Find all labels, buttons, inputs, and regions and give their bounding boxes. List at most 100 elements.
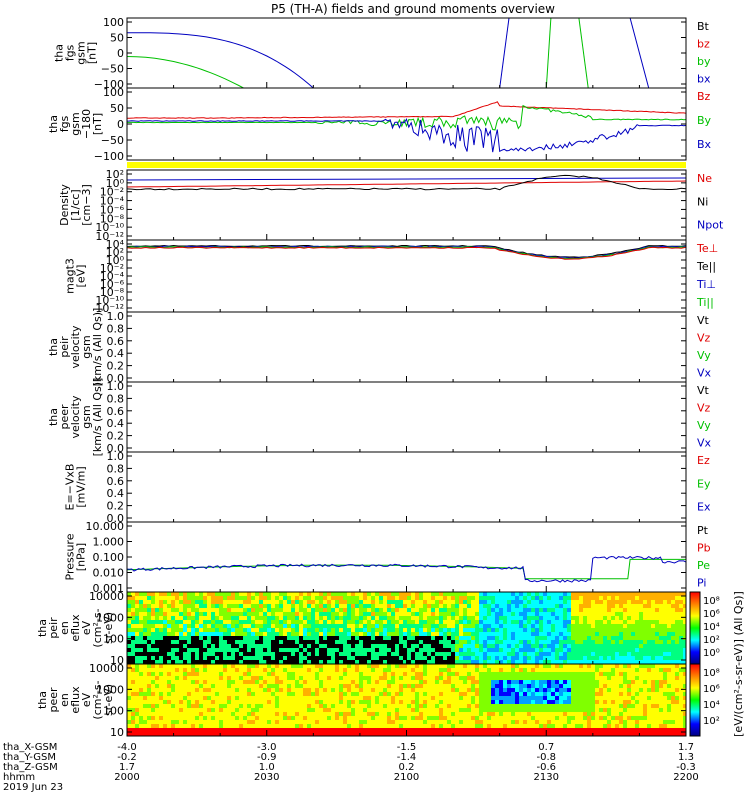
spec-cell [267,708,271,712]
spec-cell [423,652,427,656]
spec-cell [483,676,487,680]
spec-cell [515,656,519,660]
spec-cell [591,672,595,676]
spec-cell [367,640,371,644]
spec-cell [375,652,379,656]
spec-cell [175,604,179,608]
spec-cell [187,640,191,644]
spec-cell [667,660,671,664]
spec-cell [171,616,175,620]
spec-cell [175,592,179,596]
spec-cell [359,728,363,732]
spec-cell [379,668,383,672]
spec-cell [451,636,455,640]
spec-cell [315,608,319,612]
spec-cell [483,604,487,608]
spec-cell [579,632,583,636]
spec-cell [259,616,263,620]
spec-cell [499,716,503,720]
spec-cell [159,636,163,640]
spec-cell [427,692,431,696]
spec-cell [315,596,319,600]
spec-cell [231,648,235,652]
spec-cell [591,624,595,628]
spec-cell [587,728,591,732]
spec-cell [203,652,207,656]
status-bar [127,162,686,168]
spec-cell [359,708,363,712]
spec-cell [127,660,131,664]
spec-cell [171,700,175,704]
legend-ti||: Ti|| [696,296,714,309]
spec-cell [411,628,415,632]
spec-cell [311,696,315,700]
spec-cell [367,700,371,704]
spec-cell [667,592,671,596]
spec-cell [551,624,555,628]
spec-cell [267,732,271,736]
spec-cell [411,632,415,636]
spec-cell [487,596,491,600]
spec-cell [243,596,247,600]
spec-cell [371,592,375,596]
spec-cell [311,684,315,688]
spec-cell [239,732,243,736]
spec-cell [299,608,303,612]
spec-cell [319,608,323,612]
spec-cell [471,688,475,692]
spec-cell [667,652,671,656]
spec-cell [391,688,395,692]
spec-cell [371,604,375,608]
spec-cell [427,704,431,708]
spec-cell [255,632,259,636]
spec-cell [183,720,187,724]
spec-cell [567,704,571,708]
spec-cell [443,700,447,704]
spec-cell [439,608,443,612]
spec-cell [351,640,355,644]
spec-cell [319,612,323,616]
spec-cell [223,668,227,672]
spec-cell [287,732,291,736]
spec-cell [207,692,211,696]
spec-cell [327,704,331,708]
tick-label: 0.4 [107,487,125,500]
spec-cell [575,672,579,676]
spec-cell [255,656,259,660]
spec-cell [203,664,207,668]
spec-cell [415,600,419,604]
spec-cell [539,712,543,716]
spec-cell [431,696,435,700]
spec-cell [171,640,175,644]
spec-cell [271,688,275,692]
spec-cell [579,660,583,664]
spec-cell [671,608,675,612]
spec-cell [503,644,507,648]
spec-cell [367,688,371,692]
spec-cell [503,692,507,696]
spec-cell [383,656,387,660]
spec-cell [283,672,287,676]
spec-cell [387,608,391,612]
spec-cell [287,676,291,680]
spec-cell [591,720,595,724]
spec-cell [679,624,683,628]
spec-cell [139,684,143,688]
spec-cell [279,724,283,728]
spec-cell [255,676,259,680]
spec-cell [167,716,171,720]
spec-cell [139,692,143,696]
spec-cell [315,600,319,604]
spec-cell [423,640,427,644]
spec-cell [175,612,179,616]
spec-cell [415,632,419,636]
spec-cell [579,624,583,628]
spec-cell [343,716,347,720]
spec-cell [623,600,627,604]
spec-cell [363,636,367,640]
spec-cell [495,620,499,624]
spec-cell [347,640,351,644]
spec-cell [247,728,251,732]
spec-cell [619,620,623,624]
spec-cell [355,644,359,648]
